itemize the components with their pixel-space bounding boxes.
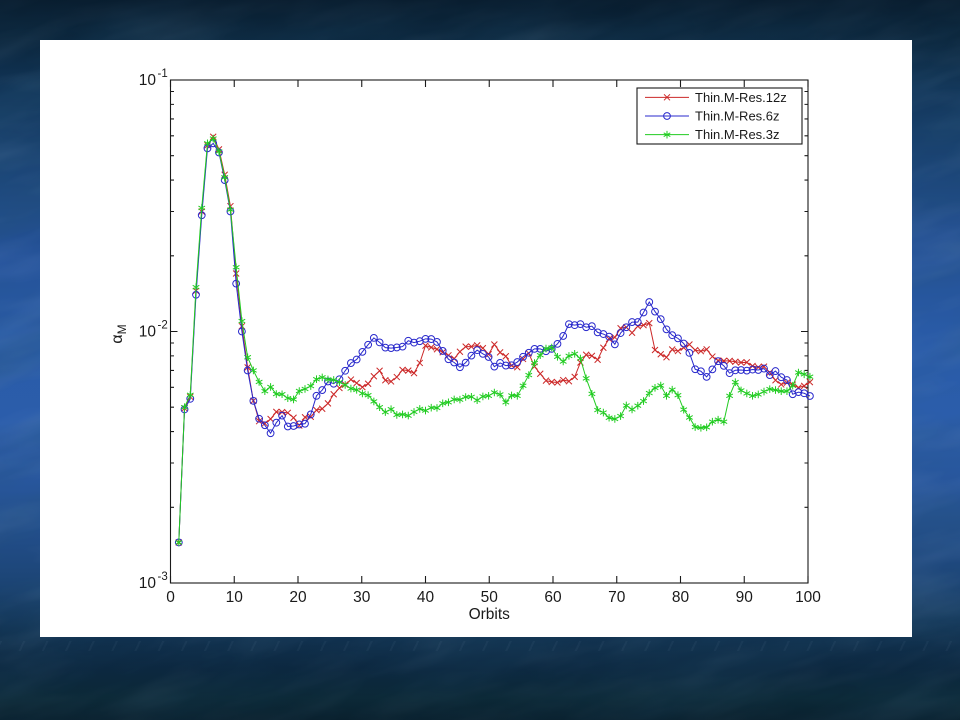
x-tick-label: 0 [166,589,175,606]
legend-label: Thin.M-Res.3z [695,127,780,142]
y-tick-label: 10 [139,72,157,89]
x-axis-label: Orbits [469,606,511,623]
x-tick-label: 40 [417,589,435,606]
x-tick-label: 30 [353,589,371,606]
legend-entry: Thin.M-Res.3z [645,127,780,142]
legend-sample [645,112,689,120]
series-2 [174,139,814,547]
legend-sample [645,93,689,101]
y-tick-label: 10 [139,324,157,341]
y-tick-exponent: -1 [158,68,168,80]
y-tick-label: 10 [139,575,157,592]
series-3 [175,134,814,547]
y-axis-label: αM [109,324,129,343]
legend-label: Thin.M-Res.12z [695,90,787,105]
series-markers [175,134,814,547]
series-line [178,142,811,543]
chart-panel: 0 10 20 30 40 50 60 70 80 90 100 10 -3 10 -2 10 -1 Orbits… [40,40,912,637]
x-tick-label: 20 [289,589,307,606]
legend-entry: Thin.M-Res.6z [645,109,780,124]
legend-label: Thin.M-Res.6z [695,109,780,124]
y-tick-exponent: -3 [158,571,168,583]
x-tick-label: 100 [795,589,821,606]
y-tick-exponent: -2 [158,320,168,332]
x-tick-label: 60 [544,589,562,606]
x-tick-label: 10 [226,589,244,606]
x-tick-label: 70 [608,589,626,606]
plot-frame [169,79,809,584]
x-tick-label: 80 [672,589,690,606]
slide-streak-pattern [0,641,960,651]
legend-sample [645,130,689,139]
x-tick-label: 50 [481,589,499,606]
x-tick-label: 90 [736,589,754,606]
legend-entry: Thin.M-Res.12z [645,90,787,105]
series-markers [174,139,814,547]
